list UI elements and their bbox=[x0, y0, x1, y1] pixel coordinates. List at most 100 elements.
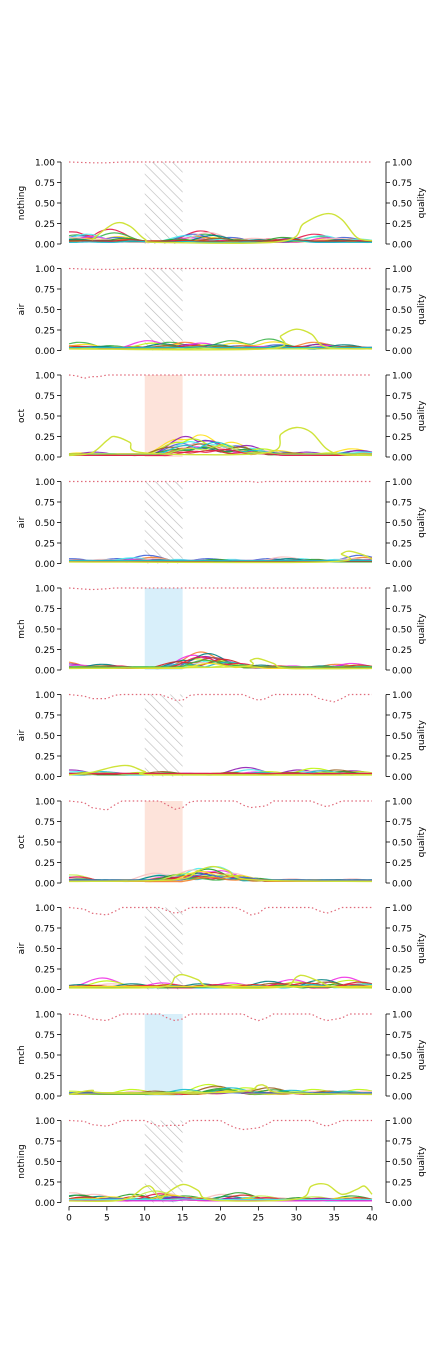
left-tick-label: 0.50 bbox=[35, 519, 55, 529]
right-tick-label: 0.75 bbox=[392, 1031, 412, 1041]
trace-line bbox=[68, 445, 372, 455]
trace-group bbox=[68, 1083, 373, 1096]
right-tick-label: 0.00 bbox=[392, 560, 412, 570]
trace-line bbox=[68, 238, 372, 242]
left-tick-label: 0.75 bbox=[35, 499, 55, 509]
left-tick-label: 0.50 bbox=[35, 306, 55, 316]
panel-4: 0.00 0.25 0.50 0.75 1.00 air 0.00 0.25 0.50 0.75 1… bbox=[17, 478, 427, 570]
right-tick-label: 0.50 bbox=[392, 519, 412, 529]
right-tick-label: 0.75 bbox=[392, 179, 412, 189]
left-tick-label: 0.75 bbox=[35, 1031, 55, 1041]
trace-group bbox=[68, 426, 373, 457]
x-axis: 0 5 10 15 20 25 30 35 40 bbox=[66, 1206, 378, 1224]
highlight-trace-line bbox=[68, 657, 373, 670]
right-tick-label: 1.00 bbox=[392, 798, 412, 808]
left-tick-label: 0.25 bbox=[35, 966, 55, 976]
right-tick-label: 0.50 bbox=[392, 626, 412, 636]
left-tick-label: 0.00 bbox=[35, 1093, 55, 1103]
right-tick-label: 0.25 bbox=[392, 1179, 412, 1189]
left-tick-label: 0.00 bbox=[35, 560, 55, 570]
left-tick-label: 0.25 bbox=[35, 1179, 55, 1189]
x-tick-label: 20 bbox=[215, 1214, 227, 1224]
right-tick-label: 0.25 bbox=[392, 220, 412, 230]
right-tick-label: 0.50 bbox=[392, 945, 412, 955]
right-tick-label: 0.50 bbox=[392, 732, 412, 742]
left-tick-label: 0.75 bbox=[35, 818, 55, 828]
left-axis-label: air bbox=[17, 303, 27, 315]
trace-line bbox=[68, 1083, 373, 1096]
right-tick-label: 0.25 bbox=[392, 646, 412, 656]
right-tick-label: 1.00 bbox=[392, 691, 412, 701]
left-tick-label: 1.00 bbox=[35, 372, 55, 382]
left-tick-label: 0.25 bbox=[35, 433, 55, 443]
quality-line bbox=[68, 800, 372, 811]
left-axis-label: nothing bbox=[17, 1144, 27, 1178]
x-tick-label: 40 bbox=[366, 1214, 378, 1224]
panel-7: 0.00 0.25 0.50 0.75 1.00 oct 0.00 0.25 0.50 0.75 1… bbox=[17, 798, 427, 890]
right-tick-label: 0.00 bbox=[392, 667, 412, 677]
stimulus-window-mch bbox=[144, 1014, 183, 1096]
x-tick-label: 0 bbox=[66, 1214, 72, 1224]
stimulus-window-hatched bbox=[144, 694, 183, 777]
left-tick-label: 0.50 bbox=[35, 945, 55, 955]
highlight-trace-line bbox=[68, 550, 373, 564]
left-tick-label: 0.75 bbox=[35, 286, 55, 296]
trace-group bbox=[68, 550, 373, 564]
trace-line bbox=[69, 873, 372, 881]
right-tick-label: 0.75 bbox=[392, 1138, 412, 1148]
left-tick-label: 0.75 bbox=[35, 925, 55, 935]
left-tick-label: 1.00 bbox=[35, 1011, 55, 1021]
right-tick-label: 1.00 bbox=[392, 1011, 412, 1021]
right-tick-label: 0.75 bbox=[392, 818, 412, 828]
quality-line bbox=[68, 267, 372, 270]
left-axis-label: air bbox=[17, 729, 27, 741]
left-tick-label: 1.00 bbox=[35, 585, 55, 595]
trace-line bbox=[68, 236, 373, 243]
right-tick-label: 0.50 bbox=[392, 1052, 412, 1062]
right-tick-label: 0.00 bbox=[392, 241, 412, 251]
left-tick-label: 0.00 bbox=[35, 241, 55, 251]
highlight-trace-line bbox=[68, 764, 373, 776]
highlight-trace-line bbox=[68, 328, 373, 351]
left-tick-label: 0.75 bbox=[35, 179, 55, 189]
right-tick-label: 0.50 bbox=[392, 1158, 412, 1168]
left-tick-label: 0.75 bbox=[35, 392, 55, 402]
stimulus-window-hatched bbox=[144, 162, 183, 244]
right-tick-label: 1.00 bbox=[392, 159, 412, 169]
panel-3: 0.00 0.25 0.50 0.75 1.00 oct 0.00 0.25 0.50 0.75 1… bbox=[17, 372, 427, 464]
right-tick-label: 0.25 bbox=[392, 1072, 412, 1082]
trace-group bbox=[68, 328, 373, 351]
right-tick-label: 1.00 bbox=[392, 372, 412, 382]
left-tick-label: 0.75 bbox=[35, 712, 55, 722]
left-tick-label: 0.00 bbox=[35, 667, 55, 677]
right-axis-label: quality bbox=[417, 826, 427, 857]
trace-group bbox=[68, 1183, 373, 1202]
left-axis-label: air bbox=[17, 516, 27, 528]
highlight-trace-line bbox=[91, 212, 373, 245]
left-tick-label: 1.00 bbox=[35, 1117, 55, 1127]
right-axis-label: quality bbox=[417, 187, 427, 218]
trace-line bbox=[68, 984, 373, 988]
panel-6: 0.00 0.25 0.50 0.75 1.00 air 0.00 0.25 0.50 0.75 1… bbox=[17, 691, 427, 783]
right-tick-label: 1.00 bbox=[392, 478, 412, 488]
left-tick-label: 1.00 bbox=[35, 159, 55, 169]
left-tick-label: 0.25 bbox=[35, 646, 55, 656]
trace-group bbox=[68, 651, 373, 670]
stimulus-window-hatched bbox=[144, 907, 183, 990]
stimulus-window-hatched bbox=[144, 481, 183, 564]
quality-line bbox=[69, 480, 372, 483]
highlight-trace-line bbox=[68, 973, 373, 989]
trace-line bbox=[68, 1198, 372, 1201]
right-tick-label: 0.25 bbox=[392, 433, 412, 443]
right-tick-label: 0.25 bbox=[392, 540, 412, 550]
left-tick-label: 1.00 bbox=[35, 798, 55, 808]
left-axis-label: nothing bbox=[17, 186, 27, 220]
left-tick-label: 0.50 bbox=[35, 732, 55, 742]
trace-group bbox=[68, 212, 373, 245]
left-tick-label: 1.00 bbox=[35, 265, 55, 275]
trace-group bbox=[68, 973, 373, 989]
left-axis-label: mch bbox=[17, 1045, 27, 1064]
right-tick-label: 0.00 bbox=[392, 773, 412, 783]
panel-2: 0.00 0.25 0.50 0.75 1.00 air 0.00 0.25 0.50 0.75 1… bbox=[17, 265, 427, 357]
